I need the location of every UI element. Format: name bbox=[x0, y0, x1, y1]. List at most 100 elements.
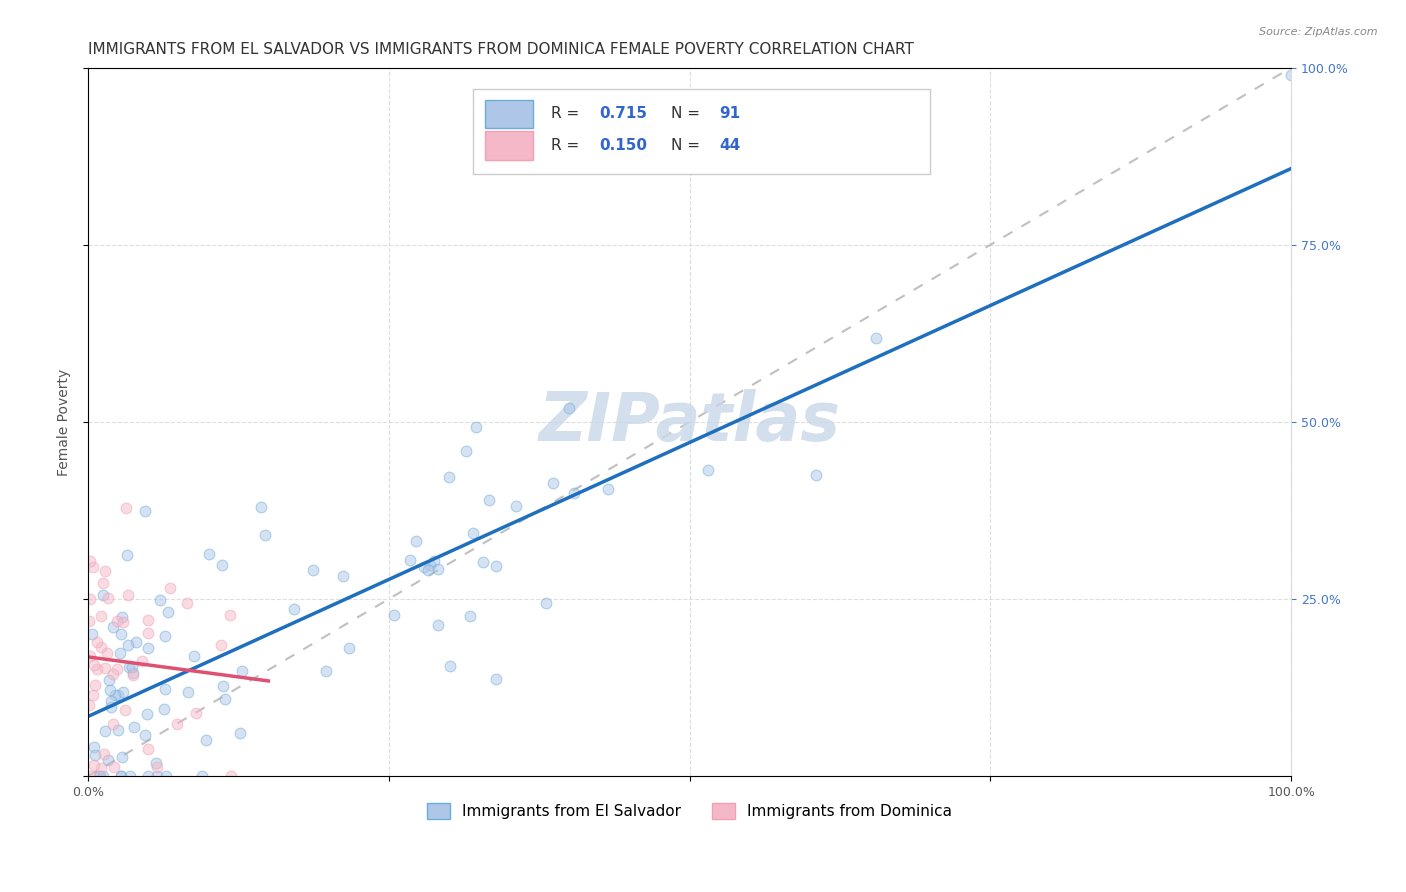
Immigrants from El Salvador bbox=[1279, 68, 1302, 82]
Immigrants from Dominica bbox=[93, 747, 115, 761]
FancyBboxPatch shape bbox=[485, 100, 533, 128]
Immigrants from Dominica bbox=[94, 564, 117, 578]
Immigrants from El Salvador bbox=[534, 596, 557, 610]
Immigrants from El Salvador bbox=[214, 692, 236, 706]
Text: N =: N = bbox=[672, 138, 706, 153]
Immigrants from El Salvador bbox=[134, 504, 156, 518]
Immigrants from El Salvador bbox=[183, 649, 205, 664]
Text: Source: ZipAtlas.com: Source: ZipAtlas.com bbox=[1260, 27, 1378, 37]
Immigrants from Dominica bbox=[219, 769, 242, 783]
Immigrants from Dominica bbox=[166, 716, 188, 731]
Immigrants from El Salvador bbox=[121, 660, 143, 674]
Text: N =: N = bbox=[672, 106, 706, 121]
Immigrants from Dominica bbox=[79, 554, 101, 568]
Immigrants from El Salvador bbox=[254, 528, 277, 542]
Immigrants from Dominica bbox=[209, 638, 232, 652]
Immigrants from El Salvador bbox=[89, 769, 111, 783]
Text: 44: 44 bbox=[720, 138, 741, 153]
Immigrants from El Salvador bbox=[146, 769, 169, 783]
Immigrants from El Salvador bbox=[598, 483, 620, 497]
FancyBboxPatch shape bbox=[485, 131, 533, 160]
Immigrants from El Salvador bbox=[111, 685, 134, 699]
Immigrants from El Salvador bbox=[149, 593, 172, 607]
Immigrants from Dominica bbox=[136, 625, 159, 640]
Immigrants from Dominica bbox=[82, 688, 104, 702]
Immigrants from Dominica bbox=[79, 592, 101, 607]
Immigrants from El Salvador bbox=[136, 769, 159, 783]
Immigrants from El Salvador bbox=[228, 725, 250, 739]
Legend: Immigrants from El Salvador, Immigrants from Dominica: Immigrants from El Salvador, Immigrants … bbox=[420, 797, 957, 825]
Immigrants from El Salvador bbox=[97, 753, 120, 767]
Immigrants from Dominica bbox=[114, 703, 136, 717]
Immigrants from El Salvador bbox=[458, 608, 481, 623]
Text: R =: R = bbox=[551, 106, 585, 121]
Immigrants from El Salvador bbox=[122, 666, 145, 681]
Immigrants from Dominica bbox=[93, 661, 115, 675]
Immigrants from El Salvador bbox=[91, 588, 114, 602]
Immigrants from El Salvador bbox=[145, 756, 167, 770]
Immigrants from El Salvador bbox=[439, 659, 461, 673]
Immigrants from El Salvador bbox=[155, 769, 177, 783]
Text: 91: 91 bbox=[720, 106, 741, 121]
Immigrants from Dominica bbox=[82, 559, 104, 574]
Immigrants from El Salvador bbox=[98, 683, 121, 698]
Immigrants from El Salvador bbox=[250, 500, 273, 514]
Immigrants from El Salvador bbox=[117, 548, 139, 562]
Immigrants from Dominica bbox=[79, 648, 101, 663]
Immigrants from Dominica bbox=[83, 758, 105, 772]
Immigrants from Dominica bbox=[77, 614, 100, 628]
Immigrants from El Salvador bbox=[107, 688, 129, 702]
Immigrants from El Salvador bbox=[471, 555, 494, 569]
Immigrants from El Salvador bbox=[155, 629, 177, 643]
Text: R =: R = bbox=[551, 138, 585, 153]
Immigrants from El Salvador bbox=[97, 673, 120, 688]
Immigrants from Dominica bbox=[83, 657, 105, 672]
Immigrants from El Salvador bbox=[157, 605, 180, 619]
Immigrants from Dominica bbox=[86, 635, 108, 649]
Immigrants from El Salvador bbox=[100, 694, 122, 708]
Immigrants from El Salvador bbox=[195, 733, 218, 747]
Immigrants from El Salvador bbox=[118, 769, 141, 783]
Immigrants from El Salvador bbox=[110, 769, 132, 783]
Immigrants from El Salvador bbox=[211, 679, 233, 693]
Immigrants from El Salvador bbox=[122, 720, 145, 734]
Immigrants from El Salvador bbox=[461, 525, 484, 540]
Immigrants from Dominica bbox=[114, 501, 136, 516]
Immigrants from El Salvador bbox=[382, 607, 405, 622]
Immigrants from Dominica bbox=[79, 769, 101, 783]
Immigrants from El Salvador bbox=[419, 558, 441, 573]
Immigrants from El Salvador bbox=[465, 420, 488, 434]
Immigrants from El Salvador bbox=[110, 626, 132, 640]
Text: IMMIGRANTS FROM EL SALVADOR VS IMMIGRANTS FROM DOMINICA FEMALE POVERTY CORRELATI: IMMIGRANTS FROM EL SALVADOR VS IMMIGRANT… bbox=[87, 42, 914, 57]
Text: ZIPatlas: ZIPatlas bbox=[538, 389, 841, 455]
Text: 0.150: 0.150 bbox=[599, 138, 647, 153]
Immigrants from El Salvador bbox=[107, 723, 129, 738]
Immigrants from El Salvador bbox=[135, 707, 157, 722]
Immigrants from Dominica bbox=[176, 596, 198, 610]
Immigrants from Dominica bbox=[91, 576, 114, 591]
Immigrants from El Salvador bbox=[134, 728, 156, 742]
Immigrants from Dominica bbox=[103, 760, 125, 774]
Immigrants from El Salvador bbox=[111, 610, 134, 624]
Immigrants from Dominica bbox=[90, 609, 112, 624]
Immigrants from El Salvador bbox=[125, 635, 148, 649]
Immigrants from Dominica bbox=[219, 607, 242, 622]
Immigrants from Dominica bbox=[105, 663, 128, 677]
Immigrants from Dominica bbox=[90, 640, 112, 655]
Immigrants from El Salvador bbox=[423, 554, 446, 568]
Immigrants from Dominica bbox=[146, 760, 169, 774]
Immigrants from Dominica bbox=[101, 666, 124, 681]
Immigrants from El Salvador bbox=[104, 688, 127, 702]
Immigrants from Dominica bbox=[105, 615, 128, 629]
Immigrants from El Salvador bbox=[108, 646, 131, 660]
Immigrants from Dominica bbox=[83, 678, 105, 692]
Immigrants from Dominica bbox=[117, 588, 139, 602]
Immigrants from Dominica bbox=[90, 761, 112, 775]
Immigrants from El Salvador bbox=[110, 769, 132, 783]
Immigrants from El Salvador bbox=[418, 563, 440, 577]
Immigrants from El Salvador bbox=[315, 664, 337, 678]
Immigrants from El Salvador bbox=[111, 750, 134, 764]
Immigrants from Dominica bbox=[96, 646, 118, 660]
Immigrants from El Salvador bbox=[558, 401, 581, 415]
Immigrants from El Salvador bbox=[84, 748, 107, 763]
